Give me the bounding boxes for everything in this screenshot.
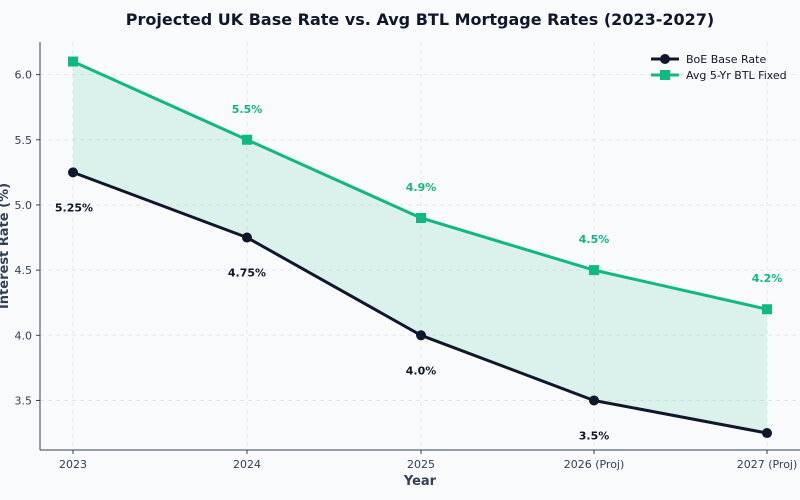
data-point <box>68 56 78 67</box>
x-axis-label: Year <box>403 474 437 489</box>
data-point <box>68 167 78 178</box>
y-tick-label: 5.0 <box>15 199 33 212</box>
y-tick-label: 5.5 <box>15 134 33 147</box>
data-point <box>242 134 252 145</box>
fill-between-polygon <box>73 61 767 434</box>
y-tick-label: 4.0 <box>15 329 33 342</box>
chart-title: Projected UK Base Rate vs. Avg BTL Mortg… <box>126 10 714 29</box>
tick-labels: 2023 2024 2025 2026 (Proj) 2027 (Proj) 3.5 4.0… <box>15 69 798 471</box>
legend-marker <box>660 54 670 64</box>
data-label: 4.75% <box>228 267 266 280</box>
fill-between-area <box>73 61 767 434</box>
data-labels: 5.25% 4.75% 4.0% 3.5% 5.5% 4.9% 4.5% 4.2% <box>55 103 782 443</box>
data-label: 4.5% <box>579 233 610 246</box>
data-point <box>762 428 772 439</box>
x-tick-label: 2027 (Proj) <box>737 458 798 471</box>
legend-label: BoE Base Rate <box>686 53 766 66</box>
series <box>68 56 772 439</box>
y-tick-label: 3.5 <box>15 394 33 407</box>
data-point <box>589 395 599 406</box>
data-label: 4.9% <box>406 181 437 194</box>
legend-marker <box>660 70 670 80</box>
data-label: 3.5% <box>579 429 610 442</box>
data-label: 4.2% <box>752 272 783 285</box>
data-label: 5.25% <box>55 201 93 214</box>
x-tick-label: 2026 (Proj) <box>564 458 625 471</box>
data-point <box>416 212 426 223</box>
y-tick-label: 4.5 <box>15 264 33 277</box>
data-point <box>762 304 772 315</box>
data-point <box>242 232 252 243</box>
data-point <box>416 330 426 341</box>
axes <box>39 42 800 451</box>
x-tick-label: 2025 <box>407 458 435 471</box>
legend: BoE Base Rate Avg 5-Yr BTL Fixed <box>651 53 787 82</box>
data-point <box>589 265 599 276</box>
data-label: 4.0% <box>406 364 437 377</box>
x-tick-label: 2024 <box>233 458 261 471</box>
legend-label: Avg 5-Yr BTL Fixed <box>686 69 787 82</box>
y-axis-label: Interest Rate (%) <box>0 183 12 309</box>
data-label: 5.5% <box>232 103 263 116</box>
y-tick-label: 6.0 <box>15 69 33 82</box>
x-tick-label: 2023 <box>59 458 87 471</box>
